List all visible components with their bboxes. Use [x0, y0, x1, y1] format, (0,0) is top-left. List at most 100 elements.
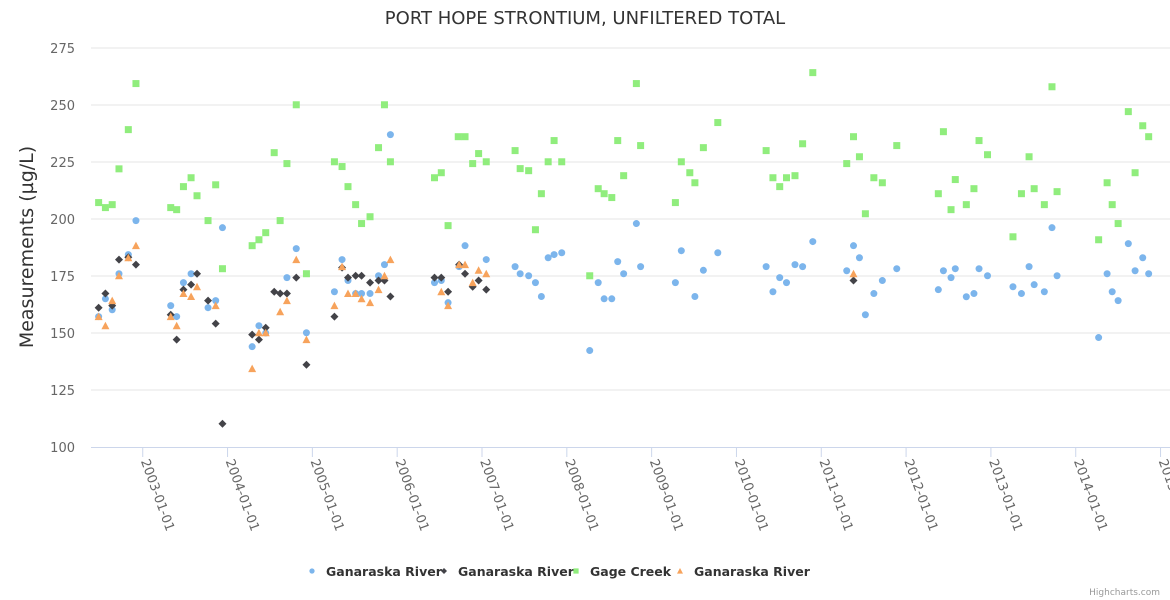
data-point-circle[interactable]	[614, 258, 622, 266]
data-point-circle[interactable]	[1103, 270, 1111, 278]
data-point-diamond[interactable]	[261, 323, 270, 332]
data-point-circle[interactable]	[386, 131, 394, 139]
data-point-square[interactable]	[1030, 185, 1038, 193]
data-point-triangle[interactable]	[351, 289, 360, 298]
data-point-circle[interactable]	[212, 297, 220, 305]
data-point-square[interactable]	[878, 179, 886, 187]
data-point-circle[interactable]	[893, 265, 901, 273]
data-point-circle[interactable]	[108, 306, 116, 314]
data-point-circle[interactable]	[1095, 334, 1103, 342]
data-point-square[interactable]	[431, 174, 439, 182]
data-point-diamond[interactable]	[461, 269, 470, 278]
data-point-square[interactable]	[1103, 179, 1111, 187]
data-point-diamond[interactable]	[482, 285, 491, 294]
data-point-circle[interactable]	[255, 322, 263, 330]
data-point-triangle[interactable]	[380, 271, 389, 280]
data-point-circle[interactable]	[544, 254, 552, 262]
data-point-circle[interactable]	[1009, 283, 1017, 291]
data-point-circle[interactable]	[878, 277, 886, 285]
data-point-diamond[interactable]	[357, 271, 366, 280]
data-point-square[interactable]	[358, 220, 366, 228]
data-point-diamond[interactable]	[430, 273, 439, 282]
data-point-diamond[interactable]	[248, 330, 257, 339]
legend-item[interactable]: Ganaraska River	[309, 564, 443, 579]
data-point-square[interactable]	[608, 194, 616, 202]
data-point-square[interactable]	[454, 133, 462, 141]
data-point-square[interactable]	[550, 137, 558, 145]
data-point-square[interactable]	[187, 174, 195, 182]
legend-item[interactable]: Ganaraska River	[677, 564, 811, 579]
data-point-circle[interactable]	[947, 274, 955, 282]
data-point-square[interactable]	[132, 80, 140, 88]
data-point-square[interactable]	[270, 149, 278, 157]
data-point-square[interactable]	[809, 69, 817, 77]
data-point-square[interactable]	[444, 222, 452, 230]
data-point-square[interactable]	[776, 183, 784, 191]
data-point-square[interactable]	[614, 137, 622, 145]
data-point-triangle[interactable]	[282, 296, 291, 305]
data-point-circle[interactable]	[1030, 281, 1038, 289]
data-point-circle[interactable]	[671, 279, 679, 287]
data-point-circle[interactable]	[970, 290, 978, 298]
data-point-circle[interactable]	[1131, 267, 1139, 275]
data-point-circle[interactable]	[608, 295, 616, 303]
data-point-circle[interactable]	[338, 256, 346, 264]
data-point-diamond[interactable]	[276, 289, 285, 298]
data-point-circle[interactable]	[809, 238, 817, 246]
data-point-circle[interactable]	[431, 279, 439, 287]
data-point-square[interactable]	[934, 190, 942, 198]
data-point-circle[interactable]	[870, 290, 878, 298]
data-point-square[interactable]	[248, 242, 256, 250]
data-point-diamond[interactable]	[187, 280, 196, 289]
data-point-circle[interactable]	[934, 286, 942, 294]
data-point-triangle[interactable]	[292, 255, 301, 264]
data-point-triangle[interactable]	[330, 301, 339, 310]
data-point-circle[interactable]	[799, 263, 807, 271]
data-point-circle[interactable]	[1053, 272, 1061, 280]
data-point-triangle[interactable]	[357, 294, 366, 303]
data-point-triangle[interactable]	[193, 282, 202, 291]
data-point-square[interactable]	[375, 144, 383, 152]
data-point-square[interactable]	[108, 201, 116, 209]
data-point-circle[interactable]	[620, 270, 628, 278]
data-point-square[interactable]	[167, 204, 175, 212]
data-point-square[interactable]	[482, 158, 490, 166]
data-point-diamond[interactable]	[330, 312, 339, 321]
credits-link[interactable]: Highcharts.com	[1089, 588, 1160, 598]
data-point-triangle[interactable]	[849, 269, 858, 278]
data-point-diamond[interactable]	[193, 269, 202, 278]
data-point-square[interactable]	[594, 185, 602, 193]
data-point-triangle[interactable]	[474, 266, 483, 274]
data-point-circle[interactable]	[550, 251, 558, 259]
data-point-square[interactable]	[179, 183, 187, 191]
data-point-square[interactable]	[1124, 108, 1132, 116]
data-point-circle[interactable]	[714, 249, 722, 257]
data-point-square[interactable]	[469, 160, 477, 168]
data-point-triangle[interactable]	[108, 296, 117, 305]
data-point-diamond[interactable]	[437, 273, 446, 282]
data-point-square[interactable]	[939, 128, 947, 136]
data-point-circle[interactable]	[939, 267, 947, 275]
data-point-square[interactable]	[632, 80, 640, 88]
data-point-triangle[interactable]	[386, 255, 395, 264]
data-point-square[interactable]	[544, 158, 552, 166]
data-point-circle[interactable]	[1025, 263, 1033, 271]
data-point-square[interactable]	[1009, 233, 1017, 241]
data-point-circle[interactable]	[366, 290, 374, 298]
data-point-triangle[interactable]	[437, 287, 446, 296]
data-point-square[interactable]	[475, 150, 483, 158]
data-point-square[interactable]	[101, 204, 109, 212]
data-point-triangle[interactable]	[114, 271, 123, 280]
data-point-triangle[interactable]	[455, 260, 464, 269]
data-point-square[interactable]	[962, 201, 970, 209]
data-point-square[interactable]	[799, 140, 807, 148]
data-point-circle[interactable]	[677, 247, 685, 255]
data-point-square[interactable]	[386, 158, 394, 166]
data-point-circle[interactable]	[1048, 224, 1056, 232]
data-point-square[interactable]	[769, 174, 777, 182]
data-point-triangle[interactable]	[461, 260, 470, 269]
data-point-square[interactable]	[366, 213, 374, 221]
data-point-square[interactable]	[850, 133, 858, 141]
data-point-triangle[interactable]	[124, 253, 133, 262]
data-point-diamond[interactable]	[131, 260, 140, 269]
